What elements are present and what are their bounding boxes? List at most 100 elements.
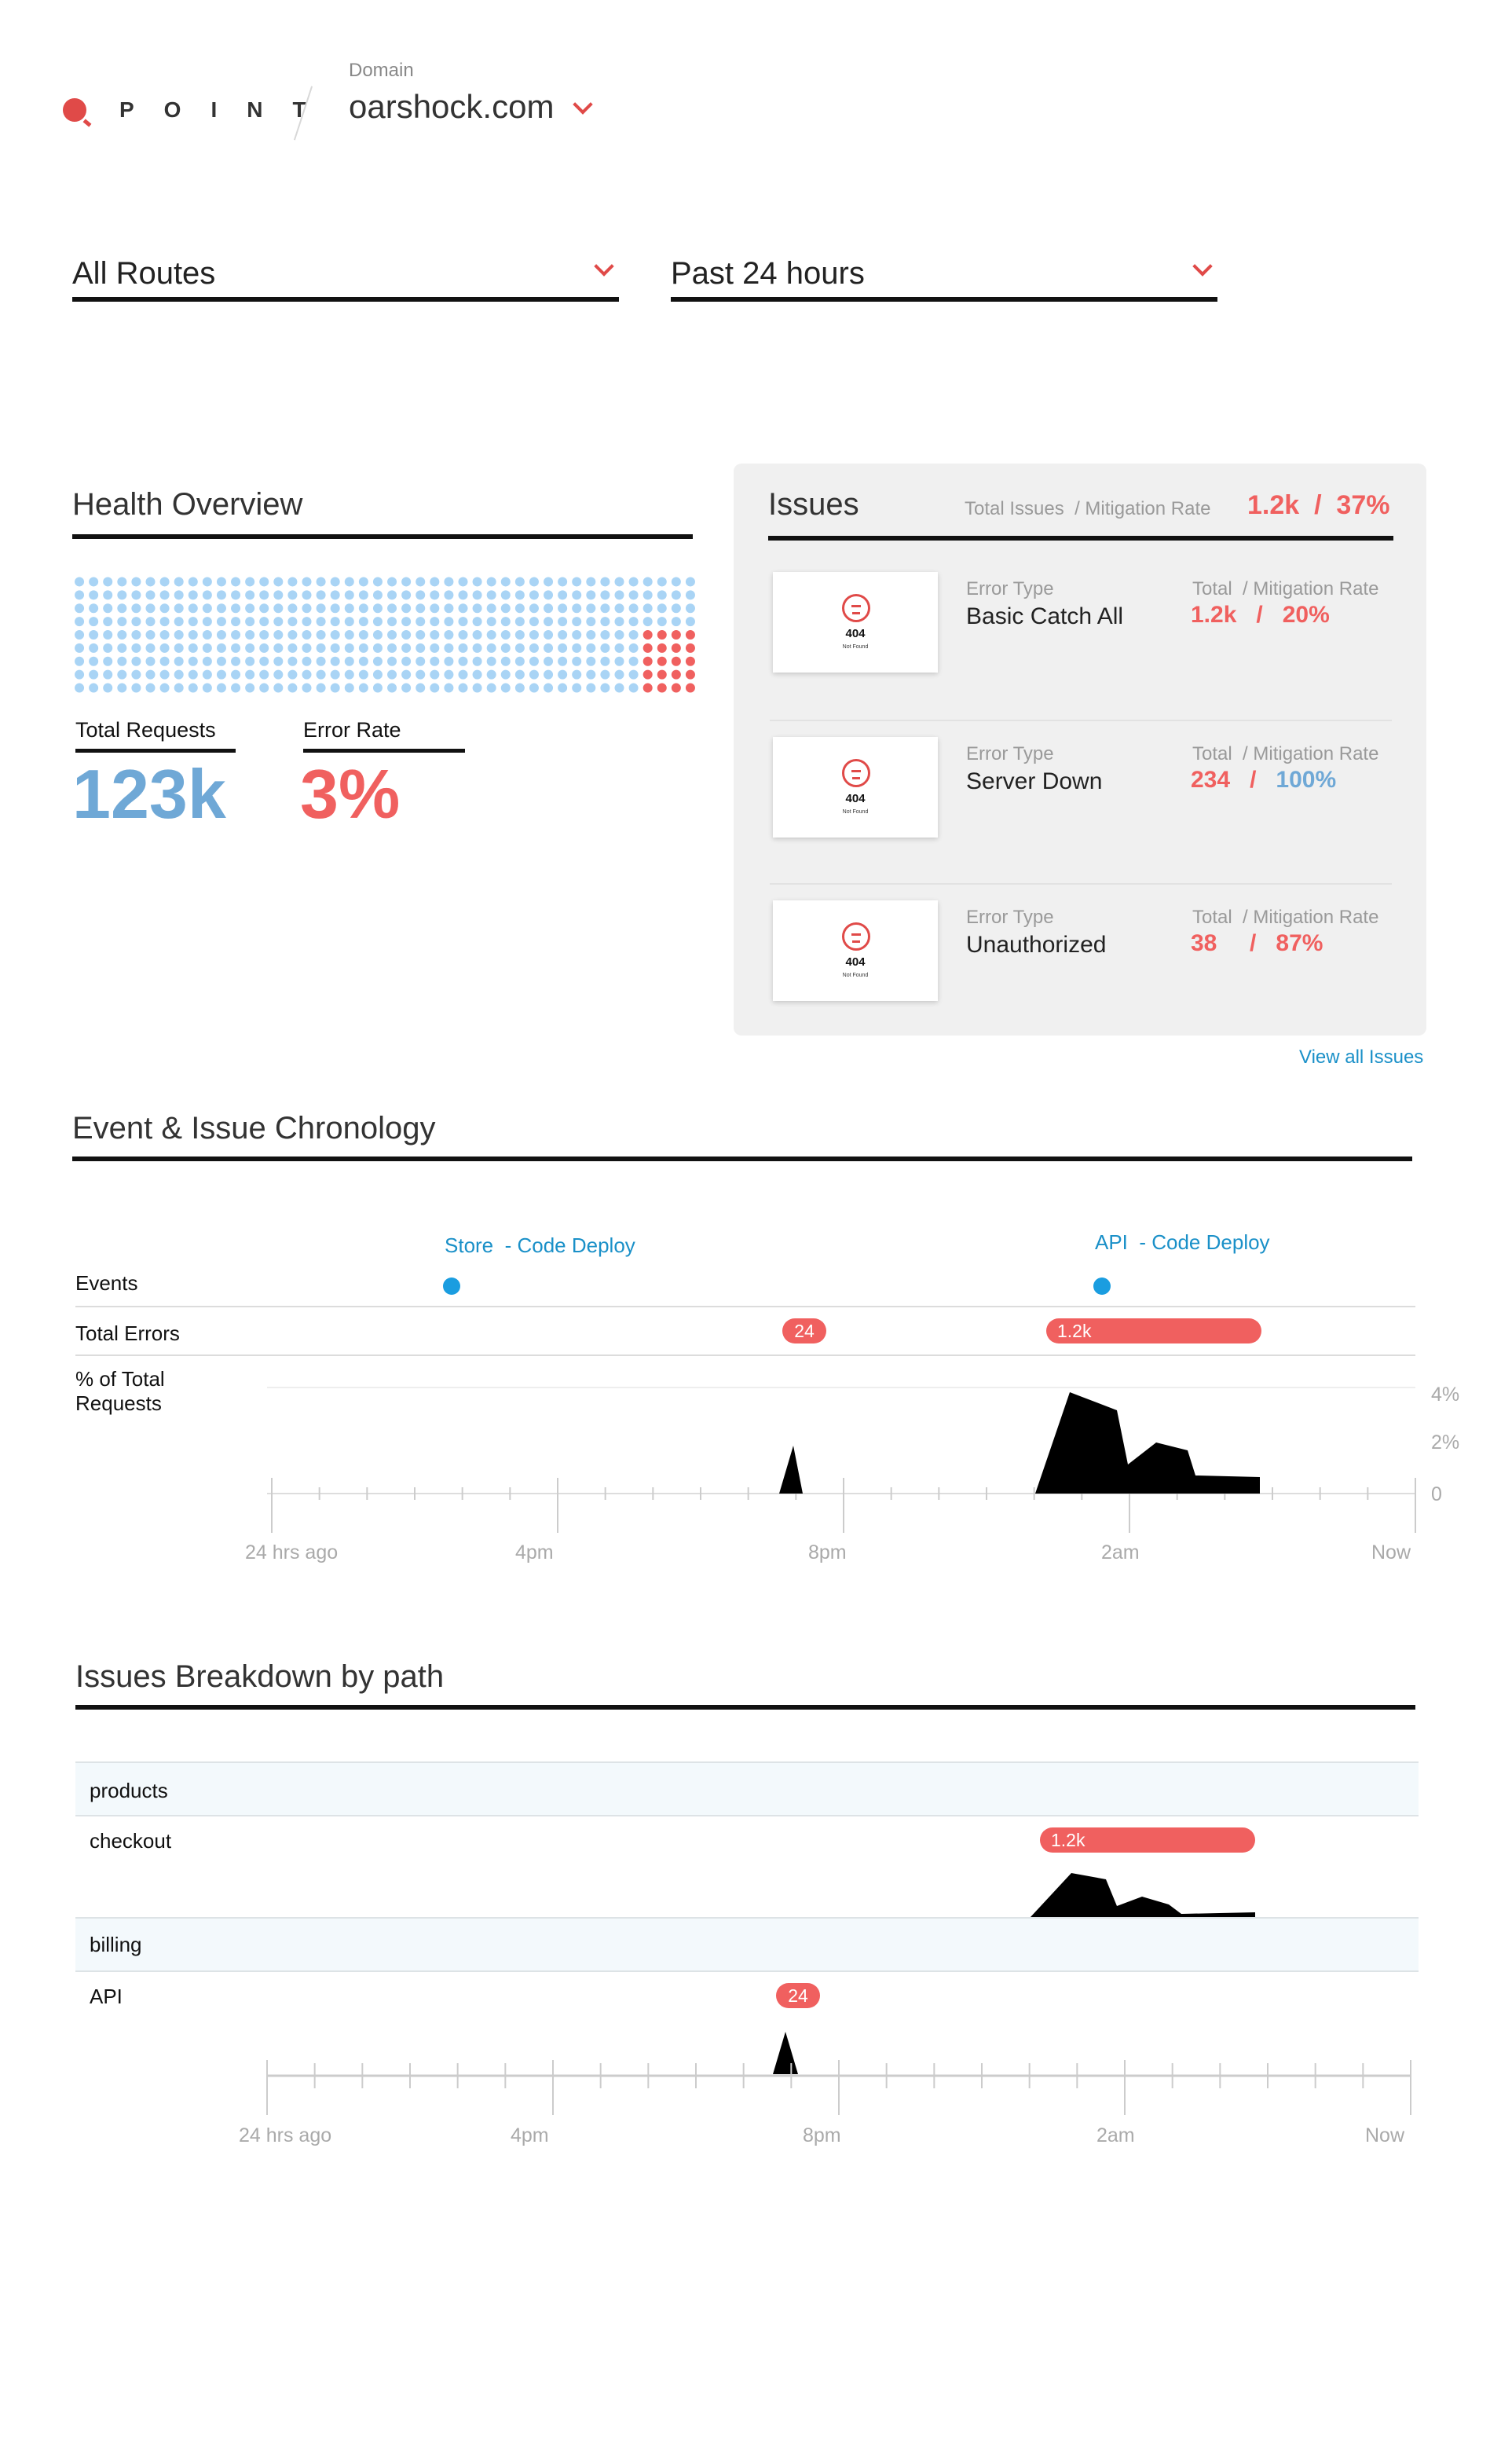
view-all-issues-link[interactable]: View all Issues — [1299, 1047, 1424, 1068]
request-dot — [103, 590, 113, 600]
x-tick-label: 24 hrs ago — [245, 1541, 338, 1563]
request-dot — [202, 643, 212, 653]
total-errors-row-label: Total Errors — [75, 1321, 180, 1345]
request-dot — [75, 577, 85, 587]
request-dot — [344, 577, 354, 587]
error-page-thumbnail[interactable]: 404 Not Found — [773, 737, 938, 838]
domain-select[interactable]: oarshock.com — [349, 88, 555, 125]
request-dot — [159, 630, 170, 640]
request-dot — [514, 577, 525, 587]
error-count-pill[interactable]: 1.2k — [1046, 1318, 1261, 1343]
error-request-dot — [685, 630, 695, 640]
pct-label-line1: % of Total — [75, 1367, 165, 1391]
path-group-band — [75, 1761, 1419, 1816]
request-dot — [145, 683, 156, 693]
request-dot — [685, 603, 695, 614]
request-dot — [558, 617, 568, 627]
event-marker[interactable] — [1093, 1277, 1111, 1295]
error-request-dot — [685, 643, 695, 653]
request-dot — [344, 643, 354, 653]
chevron-down-icon[interactable] — [1192, 256, 1213, 277]
error-page-thumbnail[interactable]: 404 Not Found — [773, 572, 938, 673]
request-dot — [444, 656, 454, 666]
request-dot — [572, 603, 582, 614]
logo-text: POINT — [119, 97, 336, 122]
request-dot — [103, 656, 113, 666]
request-dot — [145, 630, 156, 640]
issue-row[interactable]: 404 Not Found Error Type Unauthorized To… — [770, 883, 1392, 1048]
issue-count-pill[interactable]: 1.2k — [1040, 1827, 1255, 1853]
path-label-billing[interactable]: billing — [90, 1933, 142, 1956]
request-dot — [117, 590, 127, 600]
issues-divider — [768, 536, 1393, 541]
event-marker[interactable] — [443, 1277, 460, 1295]
thumb-code: 404 — [845, 627, 866, 640]
request-dot — [514, 590, 525, 600]
request-dot — [316, 577, 326, 587]
issue-rate: 100% — [1276, 767, 1337, 793]
error-page-thumbnail[interactable]: 404 Not Found — [773, 900, 938, 1001]
event-label-store-deploy[interactable]: Store - Code Deploy — [445, 1233, 635, 1257]
request-dot — [188, 630, 198, 640]
error-request-dot — [657, 643, 667, 653]
chevron-down-icon[interactable] — [573, 94, 593, 115]
request-dot — [372, 630, 383, 640]
path-label-products[interactable]: products — [90, 1779, 168, 1802]
path-label-checkout[interactable]: checkout — [90, 1829, 172, 1853]
error-rate-label: Error Rate — [303, 718, 465, 753]
issue-total: 38 — [1191, 930, 1217, 956]
error-count-pill[interactable]: 24 — [782, 1318, 826, 1343]
request-dot — [287, 617, 298, 627]
request-dot — [430, 603, 440, 614]
request-dot — [174, 630, 184, 640]
request-dot — [586, 669, 596, 680]
request-dot — [458, 617, 468, 627]
request-dot — [117, 656, 127, 666]
request-dot — [529, 577, 539, 587]
routes-select-value: All Routes — [72, 256, 216, 291]
request-dot — [472, 603, 482, 614]
request-dot — [131, 656, 141, 666]
request-dot — [486, 643, 496, 653]
request-dot — [316, 643, 326, 653]
path-label-api[interactable]: API — [90, 1985, 123, 2008]
issues-panel: Issues Total Issues / Mitigation Rate 1.… — [734, 464, 1426, 1036]
request-dot — [302, 643, 312, 653]
request-dot — [401, 656, 412, 666]
event-label-api-deploy[interactable]: API - Code Deploy — [1095, 1230, 1270, 1254]
request-dot — [75, 617, 85, 627]
error-request-dot — [657, 656, 667, 666]
total-rate-value: 234 / 100% — [1191, 767, 1337, 793]
request-dot — [131, 683, 141, 693]
time-range-select[interactable]: Past 24 hours — [671, 242, 1217, 302]
total-rate-label: Total / Mitigation Rate — [1192, 578, 1379, 599]
issue-row[interactable]: 404 Not Found Error Type Basic Catch All… — [770, 556, 1392, 720]
request-dot — [145, 577, 156, 587]
request-dot — [117, 683, 127, 693]
request-dot — [89, 643, 99, 653]
request-dot — [572, 656, 582, 666]
error-request-dot — [671, 683, 681, 693]
request-dot — [145, 603, 156, 614]
request-dot — [358, 643, 368, 653]
request-dot — [259, 577, 269, 587]
request-dot — [586, 617, 596, 627]
request-dot — [444, 683, 454, 693]
total-rate-label: Total / Mitigation Rate — [1192, 907, 1379, 928]
routes-select[interactable]: All Routes — [72, 242, 619, 302]
request-dot — [103, 603, 113, 614]
request-dot — [444, 630, 454, 640]
request-dot — [600, 577, 610, 587]
issue-row[interactable]: 404 Not Found Error Type Server Down Tot… — [770, 720, 1392, 885]
request-dot — [600, 656, 610, 666]
request-dot — [273, 643, 284, 653]
request-dot — [302, 683, 312, 693]
request-dot — [231, 617, 241, 627]
request-dot — [145, 669, 156, 680]
request-dot — [600, 683, 610, 693]
issue-count-pill[interactable]: 24 — [776, 1983, 820, 2008]
request-dot — [231, 603, 241, 614]
request-dot — [131, 617, 141, 627]
chevron-down-icon[interactable] — [594, 256, 614, 277]
request-dot — [685, 577, 695, 587]
